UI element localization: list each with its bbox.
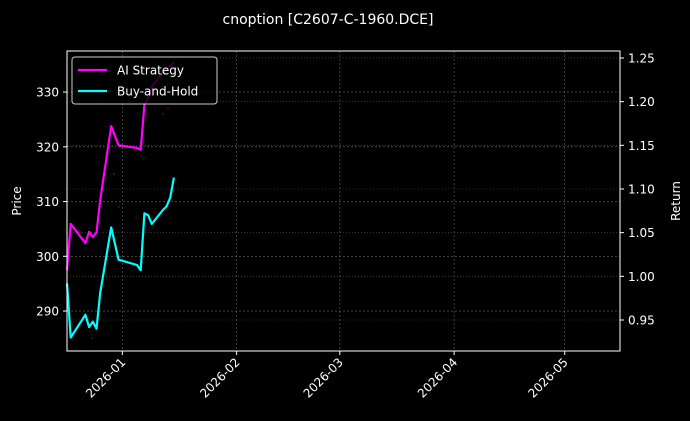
tick-label-x: 2026-01 bbox=[83, 355, 128, 400]
y-axis-left-label: Price bbox=[10, 186, 24, 215]
tick-label-left: 320 bbox=[36, 140, 59, 154]
tick-label-right: 1.05 bbox=[628, 226, 655, 240]
axes-frame bbox=[66, 50, 621, 352]
x-axis: 2026-01 2026-02 2026-03 2026-04 2026-05 bbox=[83, 351, 571, 401]
tick-label-left: 310 bbox=[36, 195, 59, 209]
price-marker bbox=[143, 156, 145, 159]
y-axis-right-label: Return bbox=[669, 181, 683, 221]
price-marker bbox=[162, 113, 164, 115]
price-marker bbox=[167, 107, 169, 110]
tick-label-right: 1.10 bbox=[628, 182, 655, 196]
tick-label-left: 300 bbox=[36, 250, 59, 264]
tick-label-x: 2026-04 bbox=[415, 355, 460, 400]
tick-label-x: 2026-02 bbox=[197, 355, 242, 400]
y-axis-left: 290 300 310 320 330 bbox=[36, 86, 67, 319]
tick-label-x: 2026-05 bbox=[525, 355, 570, 400]
legend-label-buy-and-hold: Buy-and-Hold bbox=[117, 85, 198, 99]
tick-label-right: 1.20 bbox=[628, 95, 655, 109]
tick-label-x: 2026-03 bbox=[301, 355, 346, 400]
tick-label-left: 330 bbox=[36, 86, 59, 100]
price-marker bbox=[91, 337, 93, 340]
y-axis-right: 0.95 1.00 1.05 1.10 1.15 1.20 1.25 bbox=[620, 51, 655, 327]
tick-label-right: 1.25 bbox=[628, 51, 655, 65]
price-marker bbox=[118, 206, 120, 208]
price-markers bbox=[91, 91, 173, 340]
tick-label-left: 290 bbox=[36, 305, 59, 319]
gridlines bbox=[67, 51, 620, 351]
tick-label-right: 1.00 bbox=[628, 270, 655, 284]
tick-label-right: 0.95 bbox=[628, 313, 655, 327]
price-marker bbox=[135, 217, 137, 219]
tick-label-right: 1.15 bbox=[628, 139, 655, 153]
legend: AI Strategy Buy-and-Hold bbox=[71, 56, 218, 105]
chart-title: cnoption [C2607-C-1960.DCE] bbox=[223, 12, 434, 28]
legend-label-ai-strategy: AI Strategy bbox=[117, 64, 184, 78]
legend-box bbox=[71, 56, 218, 105]
series-line-buy-and-hold bbox=[65, 177, 175, 339]
price-marker bbox=[113, 173, 115, 176]
